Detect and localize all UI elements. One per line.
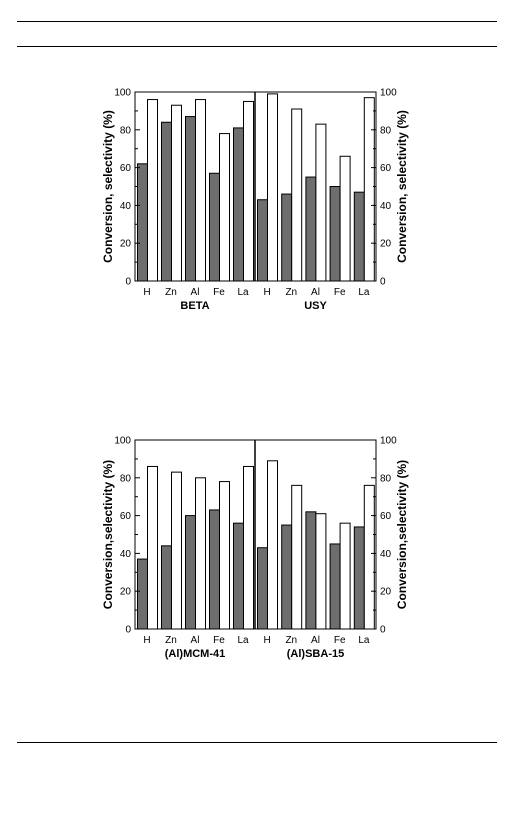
chart1-p1-bar-la-s2 — [243, 100, 254, 282]
chart1-p1-bar-h-s2 — [147, 99, 158, 282]
chart1-ytick-left-40: 40 — [120, 201, 132, 212]
chart2-p1-xtick-la: La — [237, 635, 249, 646]
chart1-p2-xtick-al: Al — [311, 287, 320, 298]
chart2-ytick-right-0: 0 — [380, 625, 386, 636]
chart1-p1-bar-al-s1 — [185, 116, 196, 282]
chart1-ytick-left-80: 80 — [120, 125, 132, 136]
chart2-ytick-left-0: 0 — [125, 625, 131, 636]
chart2-ytick-right-40: 40 — [380, 549, 392, 560]
chart2-p2-bar-zn-s1 — [281, 524, 293, 630]
chart1-p1-xtick-fe: Fe — [213, 287, 225, 298]
chart2-p2-xtick-zn: Zn — [285, 635, 297, 646]
chart1-ytick-right-60: 60 — [380, 163, 392, 174]
chart1-p1-bar-fe-s2 — [219, 133, 230, 282]
chart2-p1-bar-fe-s1 — [209, 509, 220, 630]
chart1-ytick-right-80: 80 — [380, 125, 392, 136]
top-rule-2 — [17, 46, 497, 47]
chart2-panel-label-1: (Al)MCM-41 — [165, 648, 226, 660]
chart1-p1-xtick-h: H — [143, 287, 150, 298]
chart1-ytick-left-20: 20 — [120, 239, 132, 250]
chart1-p1-xtick-al: Al — [191, 287, 200, 298]
chart1-p1-bar-zn-s1 — [161, 121, 172, 282]
chart2-p2-bar-h-s2 — [267, 460, 278, 630]
top-rule-1 — [17, 21, 497, 22]
chart1-panel-label-2: USY — [304, 300, 327, 312]
chart1-p2-bar-h-s2 — [267, 93, 278, 282]
chart1-p2-bar-zn-s2 — [291, 108, 303, 282]
chart1-p2-bar-al-s1 — [305, 176, 317, 282]
chart2-ytick-right-60: 60 — [380, 511, 392, 522]
chart2-p2-bar-h-s1 — [257, 547, 268, 630]
chart2-p1-xtick-fe: Fe — [213, 635, 225, 646]
chart1-p2-bar-la-s1 — [353, 191, 365, 282]
chart1-ytick-left-60: 60 — [120, 163, 132, 174]
chart1-p1-bar-al-s2 — [195, 99, 206, 282]
chart1-p2-bar-zn-s1 — [281, 193, 293, 282]
chart2-p2-xtick-al: Al — [311, 635, 320, 646]
chart2-p2-bar-al-s1 — [305, 511, 317, 630]
chart1-ylabel-right: Conversion, selectivity (%) — [395, 110, 409, 263]
chart1-p2-bar-fe-s2 — [339, 155, 351, 282]
chart2-p1-bar-la-s2 — [243, 465, 254, 630]
chart1-ytick-right-100: 100 — [380, 88, 397, 99]
chart2-ylabel-right: Conversion,selectivity (%) — [395, 460, 409, 609]
chart1-p1-xtick-la: La — [237, 287, 249, 298]
chart1-ylabel-left: Conversion, selectivity (%) — [101, 110, 115, 263]
chart1-p1-bar-fe-s1 — [209, 172, 220, 282]
chart1-p2-bar-fe-s1 — [329, 186, 341, 282]
chart2-p2-bar-zn-s2 — [291, 484, 303, 630]
chart2-p1-bar-fe-s2 — [219, 481, 230, 630]
chart2-ytick-left-80: 80 — [120, 473, 132, 484]
chart2-p2-bar-fe-s1 — [329, 543, 341, 630]
chart2-p1-xtick-h: H — [143, 635, 150, 646]
chart2-p1-bar-h-s2 — [147, 465, 158, 630]
chart1-p1-xtick-zn: Zn — [165, 287, 177, 298]
chart1-ytick-right-40: 40 — [380, 201, 392, 212]
chart1-p2-xtick-zn: Zn — [285, 287, 297, 298]
chart1-p2-xtick-la: La — [358, 287, 370, 298]
chart1-p2-bar-la-s2 — [363, 97, 375, 282]
chart1-p2-bar-h-s1 — [257, 199, 268, 282]
chart1-panel-label-1: BETA — [180, 300, 209, 312]
chart1-p2-bar-al-s2 — [315, 123, 327, 282]
chart2-ytick-right-100: 100 — [380, 436, 397, 447]
chart1-ytick-right-20: 20 — [380, 239, 392, 250]
chart2-ytick-right-20: 20 — [380, 587, 392, 598]
chart1-p1-bar-zn-s2 — [171, 104, 182, 282]
chart2-p2-bar-la-s1 — [353, 526, 365, 630]
chart2-ylabel-left: Conversion,selectivity (%) — [101, 460, 115, 609]
chart2-p1-bar-la-s1 — [233, 522, 244, 630]
chart2-ytick-left-20: 20 — [120, 587, 132, 598]
chart2-p2-xtick-h: H — [263, 635, 270, 646]
chart2-p2-bar-fe-s2 — [339, 522, 351, 630]
chart1-ytick-left-0: 0 — [125, 277, 131, 288]
chart2-p1-xtick-zn: Zn — [165, 635, 177, 646]
chart2-ytick-left-40: 40 — [120, 549, 132, 560]
chart2-p2-bar-al-s2 — [315, 513, 327, 630]
chart2-p2-xtick-la: La — [358, 635, 370, 646]
chart2-ytick-right-80: 80 — [380, 473, 392, 484]
chart1-ytick-right-0: 0 — [380, 277, 386, 288]
chart2-p1-bar-h-s1 — [137, 558, 148, 630]
chart1-p2-xtick-h: H — [263, 287, 270, 298]
chart1-p1-bar-la-s1 — [233, 127, 244, 282]
chart1-p2-xtick-fe: Fe — [334, 287, 346, 298]
chart2-p1-bar-al-s1 — [185, 515, 196, 630]
bottom-rule — [17, 742, 497, 743]
chart2-p2-bar-la-s2 — [363, 484, 375, 630]
chart2-p1-bar-zn-s2 — [171, 471, 182, 630]
chart1-ytick-left-100: 100 — [114, 88, 131, 99]
chart2-p2-xtick-fe: Fe — [334, 635, 346, 646]
chart2-p1-xtick-al: Al — [191, 635, 200, 646]
chart2-p1-bar-zn-s1 — [161, 545, 172, 630]
chart2-ytick-left-60: 60 — [120, 511, 132, 522]
chart1-p1-bar-h-s1 — [137, 163, 148, 282]
chart2-ytick-left-100: 100 — [114, 436, 131, 447]
chart2-panel-label-2: (Al)SBA-15 — [287, 648, 344, 660]
chart2-p1-bar-al-s2 — [195, 477, 206, 630]
